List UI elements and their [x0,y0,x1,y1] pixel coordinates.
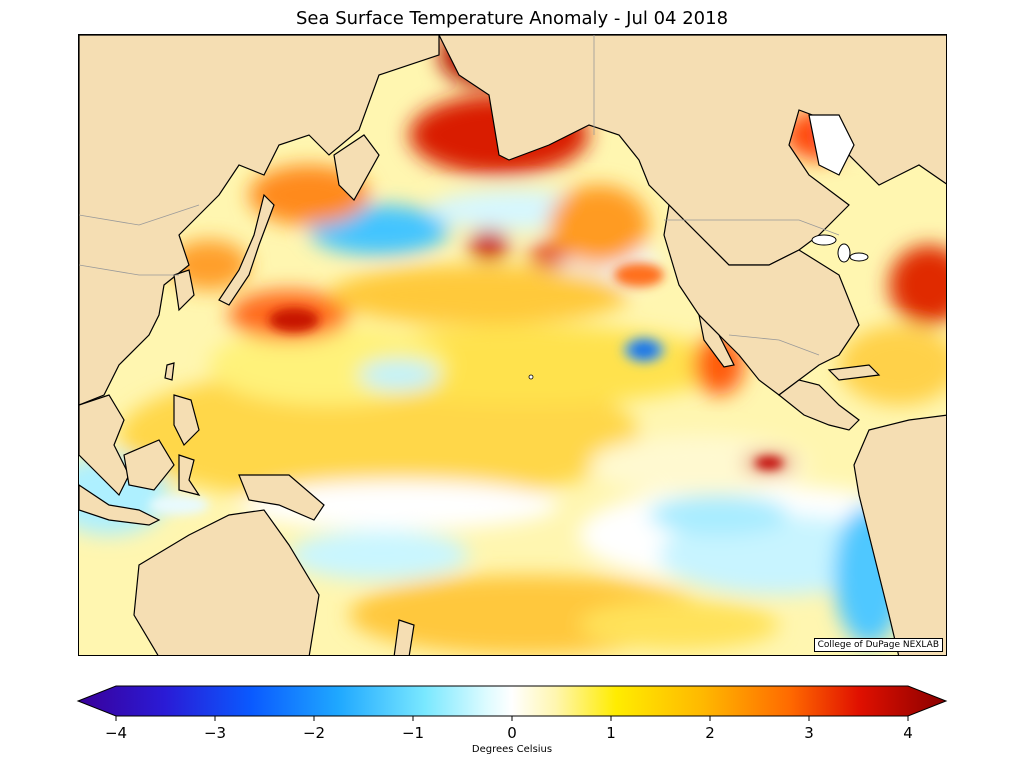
new-guinea [238,474,325,521]
colorbar-tick-label: −3 [203,724,227,742]
map-title: Sea Surface Temperature Anomaly - Jul 04… [295,8,729,29]
political-borders [79,35,840,356]
philippines [173,394,200,447]
credit-label: College of DuPage NEXLAB [813,638,943,652]
anomaly-field [79,35,946,655]
south-america [853,414,946,655]
sst-anomaly-map: College of DuPage NEXLAB [78,34,947,656]
colorbar-gradient [76,685,948,717]
colorbar-tick-label: −4 [104,724,128,742]
taiwan [164,362,175,381]
new-zealand [393,619,415,655]
sulawesi [178,454,201,496]
colorbar-tick-label: 1 [606,724,616,742]
kamchatka [333,134,380,201]
colorbar-label: Degrees Celsius [471,744,553,755]
hudson-bay [808,114,855,176]
us-mexico [663,203,860,396]
colorbar-tick-label: −1 [401,724,425,742]
baja-california [698,313,735,368]
korea [173,269,195,312]
colorbar-tick-label: 2 [705,724,715,742]
asia-landmass [79,35,440,406]
colorbar-ticks [115,716,909,721]
colorbar-tick-label: −2 [302,724,326,742]
japan [218,193,275,306]
colorbar-tick-label: 0 [507,724,517,742]
hawaii-islands [528,374,534,380]
java [79,484,161,526]
map-canvas [79,35,946,655]
borneo [123,439,175,491]
colorbar [76,685,948,721]
colorbar-tick-label: 3 [804,724,814,742]
cuba [827,364,881,381]
great-lakes [811,234,869,263]
australia [133,509,320,655]
anomaly-details [149,263,783,515]
central-america [778,379,860,431]
land-masses [79,35,946,655]
colorbar-tick-label: 4 [903,724,913,742]
